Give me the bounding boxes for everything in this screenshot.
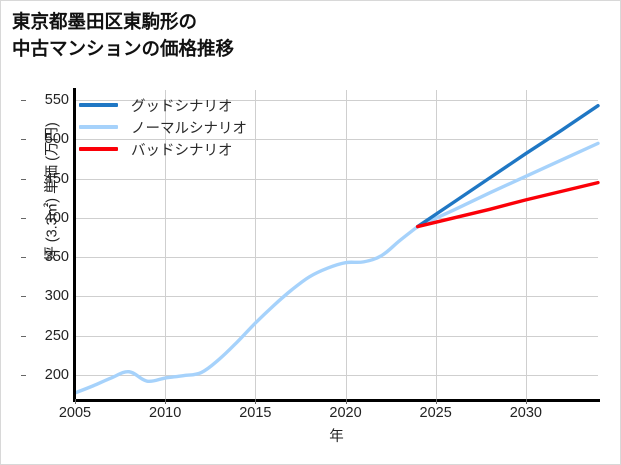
legend-item-label: バッドシナリオ [131,142,233,159]
gridline-horizontal [75,217,598,219]
series-line [415,141,600,229]
gridline-horizontal [75,139,598,141]
legend-color-swatch [79,147,118,151]
gridline-horizontal [75,335,598,337]
gridline-horizontal [75,100,598,102]
series-line [415,180,600,229]
x-tick-mark [255,399,257,404]
gridline-horizontal [75,257,598,259]
y-tick-label: 350 [44,249,69,266]
gridline-horizontal [75,296,598,298]
legend-item-label: グッドシナリオ [131,98,233,115]
x-tick-label: 2010 [149,405,182,421]
x-tick-mark [75,399,76,404]
plot-area [73,90,600,400]
y-tick-mark [21,374,26,376]
y-tick-label: 500 [44,131,69,148]
y-tick-mark [21,217,26,219]
y-tick-label: 550 [44,92,69,109]
gridline-vertical [435,90,437,400]
y-tick-mark [21,139,26,141]
legend-color-swatch [79,125,118,129]
legend-item-label: ノーマルシナリオ [131,120,247,137]
legend-item[interactable]: グッドシナリオ [79,94,294,116]
y-axis-spine [73,88,76,402]
legend-item[interactable]: バッドシナリオ [79,138,294,160]
legend-color-swatch [79,103,118,107]
series-line [415,104,600,229]
legend-item[interactable]: ノーマルシナリオ [79,116,294,138]
x-axis-spine [73,399,600,402]
x-tick-mark [435,399,437,404]
page-title: 東京都墨田区東駒形の 中古マンションの価格推移 [12,11,235,59]
y-tick-label: 250 [44,327,69,344]
x-tick-mark [345,399,347,404]
y-tick-mark [21,178,26,180]
x-tick-mark [525,399,527,404]
gridline-vertical [345,90,347,400]
gridline-horizontal [75,178,598,180]
series-line [73,224,420,395]
x-tick-label: 2020 [329,405,362,421]
y-tick-mark [21,100,26,102]
x-axis-tick-labels: 2005 2010 2015 2020 2025 2030 [59,399,598,427]
y-tick-mark [21,335,26,337]
gridline-horizontal [75,374,598,376]
x-axis-title: 年 [329,429,344,445]
y-tick-label: 400 [44,209,69,226]
x-tick-mark [165,399,167,404]
x-tick-label: 2025 [419,405,452,421]
y-tick-mark [21,257,26,259]
y-tick-mark [21,296,26,298]
gridline-vertical [255,90,257,400]
gridline-vertical [525,90,527,400]
series-layer [73,104,600,395]
y-tick-label: 450 [44,170,69,187]
y-axis-tick-labels: 200 250 300 350 400 450 500 550 [21,90,69,400]
legend: グッドシナリオ ノーマルシナリオ バッドシナリオ [79,94,294,160]
x-tick-label: 2015 [239,405,272,421]
y-tick-label: 300 [44,288,69,305]
x-tick-label: 2030 [509,405,542,421]
y-axis-title: 坪 (3.3㎡) 単価 (万円) [44,122,61,261]
x-tick-label: 2005 [58,405,92,421]
gridline-vertical [165,90,167,400]
y-tick-label: 200 [44,366,69,383]
